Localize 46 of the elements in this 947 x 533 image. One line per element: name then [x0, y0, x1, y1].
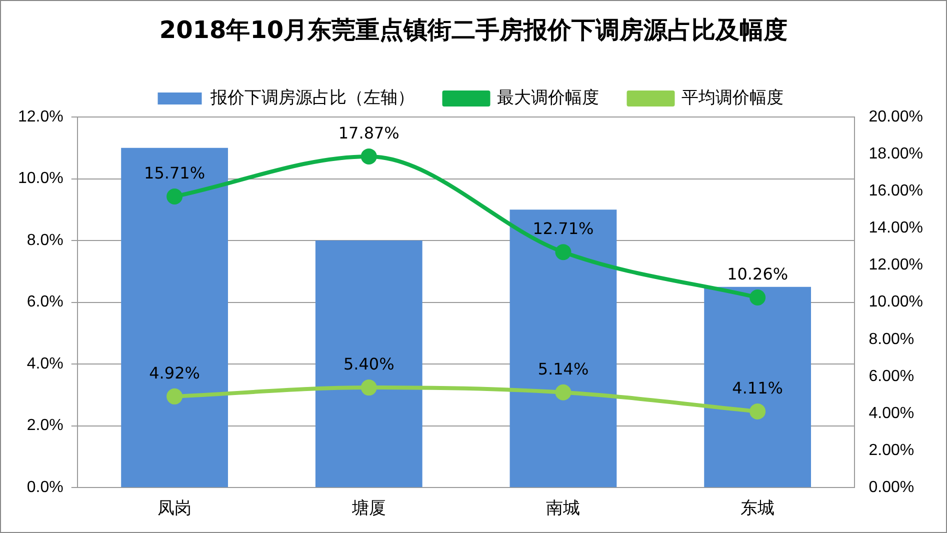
y2-tick-label: 4.00%	[868, 404, 914, 422]
y2-tick-label: 8.00%	[868, 330, 914, 348]
data-label: 4.92%	[149, 364, 200, 383]
data-label: 4.11%	[732, 378, 783, 398]
point	[750, 289, 766, 306]
y2-tick-label: 2.00%	[868, 442, 914, 459]
point	[166, 388, 183, 404]
legend-label: 最大调价幅度	[496, 88, 599, 108]
bar	[510, 210, 617, 488]
legend-label: 平均调价幅度	[681, 88, 784, 108]
bar	[121, 148, 228, 488]
y2-tick-label: 20.00%	[868, 108, 923, 126]
y-tick-label: 0.0%	[26, 479, 64, 496]
bar	[315, 240, 422, 488]
y-tick-label: 10.0%	[18, 170, 64, 188]
data-label: 15.71%	[144, 164, 206, 183]
point	[555, 384, 572, 400]
y-tick-label: 4.0%	[26, 355, 64, 372]
point	[166, 188, 183, 204]
y2-tick-label: 0.00%	[868, 479, 914, 496]
y-tick-label: 8.0%	[26, 232, 64, 249]
legend-label: 报价下调房源占比（左轴）	[209, 88, 414, 108]
y2-tick-label: 12.00%	[868, 256, 923, 274]
y2-tick-label: 16.00%	[868, 182, 923, 200]
data-label: 12.71%	[532, 219, 594, 238]
y-tick-label: 6.0%	[26, 294, 64, 311]
x-tick-label: 东城	[740, 498, 775, 518]
bar	[704, 286, 812, 488]
y2-tick-label: 6.00%	[868, 368, 914, 385]
chart-title: 2018年10月东莞重点镇街二手房报价下调房源占比及幅度	[158, 15, 789, 46]
x-tick-label: 南城	[546, 498, 580, 518]
point	[750, 403, 766, 420]
y2-tick-label: 18.00%	[868, 145, 923, 162]
data-label: 10.26%	[727, 264, 788, 284]
point	[360, 380, 377, 396]
data-label: 17.87%	[338, 124, 400, 143]
x-tick-label: 塘厦	[350, 498, 386, 518]
y-tick-label: 2.0%	[26, 417, 64, 434]
y2-tick-label: 14.00%	[868, 220, 923, 237]
data-label: 5.14%	[538, 360, 589, 379]
point	[360, 148, 377, 164]
y-tick-label: 12.0%	[18, 108, 64, 126]
x-tick-label: 凤岗	[158, 498, 192, 518]
data-label: 5.40%	[343, 354, 394, 374]
point	[555, 244, 572, 260]
y2-tick-label: 10.00%	[868, 294, 923, 311]
